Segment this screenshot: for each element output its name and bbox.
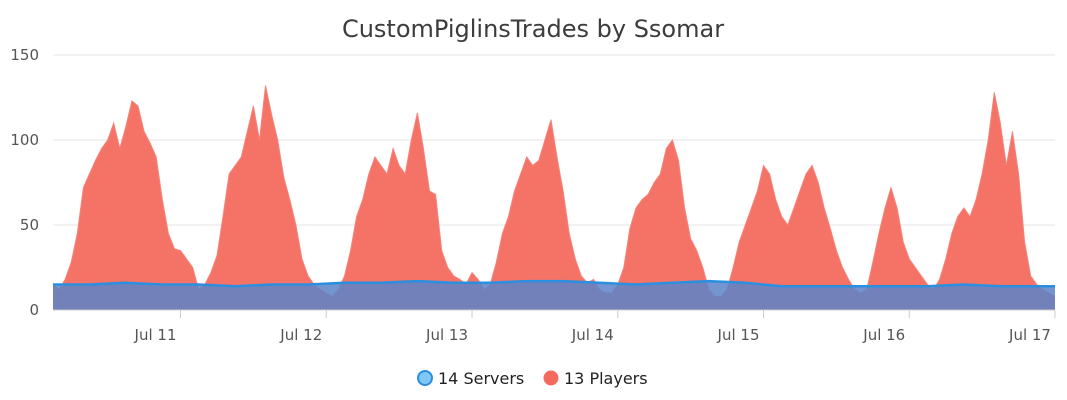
- x-tick-label: Jul 15: [717, 326, 760, 344]
- legend-marker-players: [543, 370, 559, 386]
- x-tick-label: Jul 11: [134, 326, 177, 344]
- x-tick-label: Jul 17: [1008, 326, 1051, 344]
- chart-title: CustomPiglinsTrades by Ssomar: [342, 15, 724, 43]
- players-area: [53, 85, 1055, 310]
- y-tick-label: 150: [10, 46, 39, 64]
- legend-marker-servers: [417, 370, 433, 386]
- legend-item-players[interactable]: 13 Players: [543, 369, 648, 388]
- y-tick-label: 100: [10, 131, 39, 149]
- x-tick-label: Jul 14: [571, 326, 614, 344]
- series-areas: [52, 85, 1056, 310]
- legend-label-players: 13 Players: [564, 369, 648, 388]
- y-tick-label: 0: [29, 301, 39, 319]
- y-tick-label: 50: [20, 216, 39, 234]
- x-tick-label: Jul 16: [862, 326, 905, 344]
- players-line: [52, 85, 1056, 298]
- legend-label-servers: 14 Servers: [438, 369, 524, 388]
- legend[interactable]: 14 Servers 13 Players: [417, 369, 648, 388]
- legend-item-servers[interactable]: 14 Servers: [417, 369, 524, 388]
- x-tick-label: Jul 13: [425, 326, 468, 344]
- x-tick-label: Jul 12: [279, 326, 322, 344]
- servers-area: [53, 281, 1055, 310]
- axes: 0 50 100 150 Jul 11 Jul 12 Jul 13 Jul 14 Jul 15 J…: [10, 46, 1056, 344]
- servers-line: [53, 279, 1055, 288]
